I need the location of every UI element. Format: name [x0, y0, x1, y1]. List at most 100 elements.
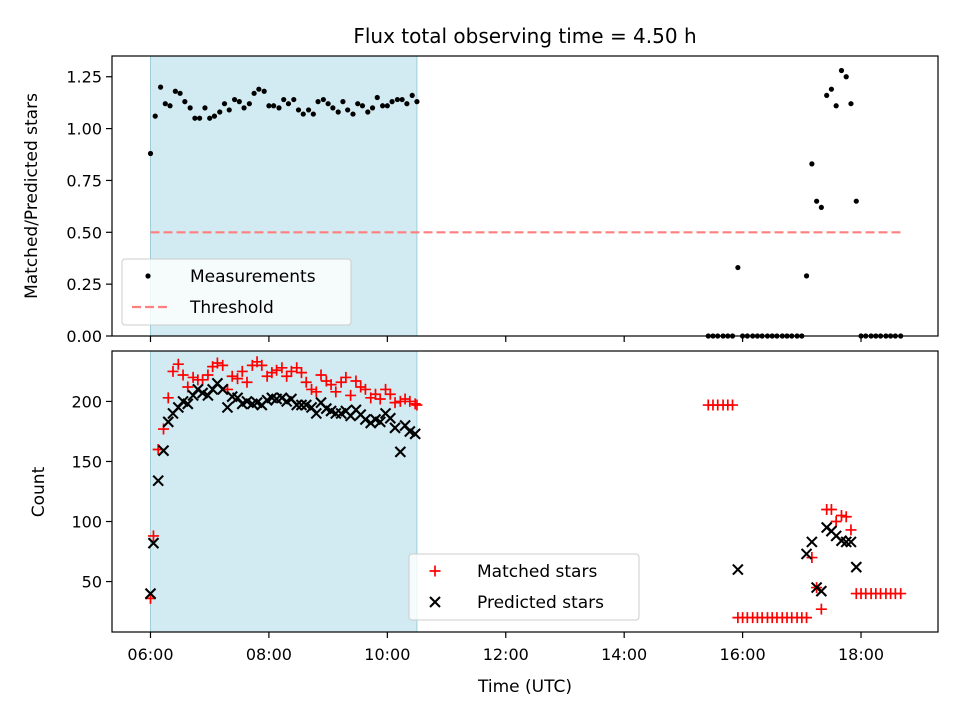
- count-data-point: [147, 537, 160, 549]
- ratio-data-point: [217, 109, 223, 115]
- count-data-point: [172, 358, 184, 370]
- ratio-data-point: [221, 101, 228, 107]
- ratio-y-tick-label: 0.00: [66, 327, 102, 346]
- ratio-data-point: [414, 99, 420, 105]
- ratio-data-point: [325, 101, 331, 107]
- count-data-point: [197, 374, 209, 386]
- count-data-point: [800, 548, 813, 560]
- ratio-data-point: [300, 111, 306, 117]
- ratio-data-point: [152, 113, 158, 119]
- count-legend-box: [408, 553, 640, 621]
- count-data-point: [226, 370, 238, 382]
- ratio-data-point: [409, 92, 415, 99]
- count-data-point: [350, 375, 362, 387]
- ratio-data-point: [177, 90, 183, 96]
- ratio-data-point: [404, 101, 410, 107]
- count-data-point: [359, 413, 372, 426]
- x-tick-label: 16:00: [720, 645, 766, 664]
- ratio-data-point: [828, 86, 835, 92]
- ratio-y-axis-label: Matched/Predicted stars: [22, 93, 42, 299]
- ratio-data-point: [231, 96, 238, 103]
- ratio-data-point: [365, 109, 371, 115]
- count-data-point: [167, 365, 179, 377]
- count-data-point: [389, 397, 401, 409]
- count-data-point: [825, 504, 837, 516]
- ratio-data-point: [276, 105, 282, 111]
- count-data-point: [399, 393, 411, 405]
- count-data-point: [411, 399, 423, 411]
- count-data-point: [310, 386, 322, 398]
- ratio-data-point: [187, 105, 193, 111]
- count-data-point: [236, 365, 248, 377]
- ratio-data-point: [340, 99, 346, 105]
- count-data-point: [300, 376, 312, 388]
- count-data-point: [330, 386, 342, 398]
- count-data-point: [202, 369, 214, 381]
- count-data-point: [281, 370, 293, 382]
- count-data-point: [290, 399, 303, 411]
- count-data-point: [340, 371, 352, 383]
- ratio-data-point: [256, 86, 262, 92]
- ratio-data-point: [226, 107, 232, 113]
- ratio-data-point: [335, 109, 341, 115]
- count-data-point: [384, 388, 396, 400]
- count-data-point: [840, 511, 852, 523]
- count-data-point: [162, 416, 174, 428]
- ratio-data-point: [848, 101, 854, 107]
- count-data-point: [359, 383, 371, 395]
- ratio-data-point: [350, 111, 356, 117]
- count-data-point: [815, 585, 828, 597]
- count-legend-label-2: Predicted stars: [477, 593, 604, 613]
- ratio-data-point: [389, 99, 395, 105]
- ratio-data-point: [236, 99, 242, 105]
- x-tick-label: 08:00: [246, 645, 292, 664]
- ratio-data-point: [211, 113, 218, 119]
- count-data-point: [840, 536, 852, 548]
- chart-title: Flux total observing time = 4.50 h: [353, 24, 696, 48]
- ratio-data-point: [379, 103, 386, 109]
- count-y-tick-label: 50: [82, 573, 102, 592]
- x-tick-label: 18:00: [838, 645, 884, 664]
- count-data-point: [152, 474, 164, 487]
- count-data-point: [845, 536, 857, 548]
- ratio-data-point: [320, 96, 326, 103]
- ratio-data-point: [345, 107, 351, 113]
- ratio-data-point: [291, 96, 297, 103]
- count-data-point: [835, 510, 847, 522]
- ratio-data-point: [359, 103, 366, 109]
- count-data-point: [232, 373, 244, 385]
- ratio-y-tick-label: 0.50: [66, 223, 102, 242]
- ratio-data-point: [399, 96, 405, 103]
- x-axis-label: Time (UTC): [477, 677, 572, 697]
- count-y-tick-label: 100: [71, 513, 102, 532]
- ratio-data-point: [285, 101, 292, 107]
- ratio-data-point: [838, 67, 845, 74]
- ratio-data-point: [814, 198, 820, 204]
- ratio-data-point: [843, 74, 849, 80]
- ratio-y-tick-label: 0.75: [66, 171, 102, 190]
- ratio-data-point: [305, 107, 312, 113]
- ratio-data-point: [394, 96, 400, 103]
- ratio-data-point: [271, 103, 277, 109]
- ratio-y-tick-label: 1.25: [66, 68, 102, 87]
- count-y-tick-label: 200: [71, 392, 102, 411]
- ratio-data-point: [261, 88, 267, 94]
- count-data-point: [384, 412, 397, 424]
- count-data-point: [310, 407, 323, 420]
- count-data-point: [306, 383, 318, 395]
- count-data-point: [389, 422, 401, 434]
- ratio-data-point: [147, 150, 154, 157]
- ratio-data-point: [833, 103, 839, 109]
- ratio-data-point: [384, 103, 390, 109]
- count-data-point: [895, 588, 907, 600]
- ratio-data-point: [172, 88, 178, 94]
- ratio-legend-label-1: Measurements: [190, 267, 316, 287]
- count-data-point: [271, 364, 283, 376]
- count-data-point: [187, 371, 199, 383]
- count-data-point: [144, 587, 157, 600]
- count-data-point: [266, 367, 278, 379]
- ratio-data-point: [355, 101, 361, 107]
- count-data-point: [295, 399, 308, 411]
- ratio-legend: Measurements Threshold: [121, 258, 352, 326]
